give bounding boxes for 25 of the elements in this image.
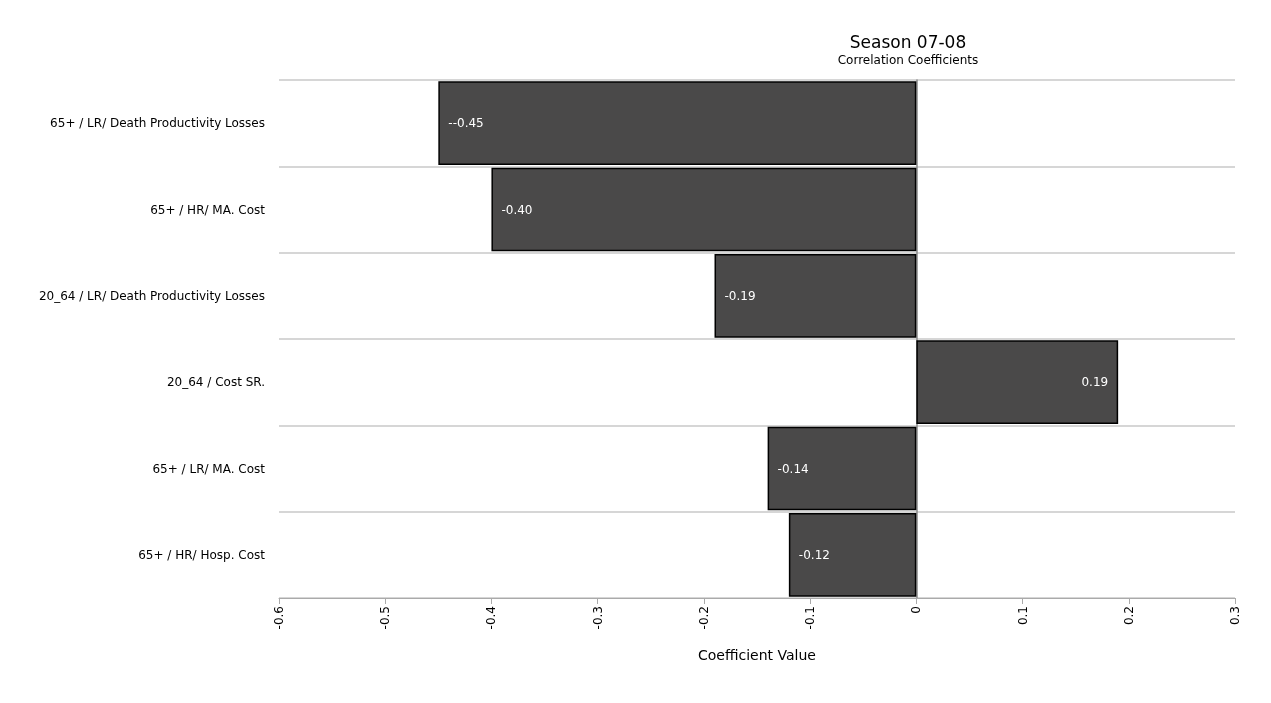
chart-subtitle: Correlation Coefficients <box>837 53 979 67</box>
x-tick-label: -0.5 <box>378 606 393 630</box>
y-tick-label: 65+ / HR/ Hosp. Cost <box>138 547 266 562</box>
data-label: -0.40 <box>501 202 533 217</box>
x-tick-label: 0.2 <box>1121 606 1136 626</box>
chart-title: Season 07-08 <box>849 31 967 52</box>
x-tick-label: 0 <box>909 606 924 614</box>
data-label: -0.19 <box>724 288 756 303</box>
x-tick-label: -0.4 <box>484 606 499 630</box>
y-tick-label: 65+ / HR/ MA. Cost <box>150 202 266 217</box>
x-axis-title: Coefficient Value <box>698 647 816 663</box>
x-tick-label: -0.3 <box>590 606 605 630</box>
y-tick-label: 65+ / LR/ MA. Cost <box>152 461 266 476</box>
y-tick-label: 20_64 / Cost SR. <box>166 375 265 390</box>
data-label: --0.45 <box>448 116 484 131</box>
data-label: -0.14 <box>777 461 809 476</box>
x-tick-label: -0.6 <box>272 606 286 630</box>
x-tick-label: 0.1 <box>1015 606 1030 626</box>
x-tick-label: 0.3 <box>1228 606 1242 626</box>
y-tick-label: 20_64 / LR/ Death Productivity Losses <box>38 288 265 303</box>
data-label: -0.12 <box>798 547 830 562</box>
data-label: 0.19 <box>1081 375 1109 390</box>
x-tick-label: -0.1 <box>803 606 818 630</box>
y-tick-label: 65+ / LR/ Death Productivity Losses <box>50 116 265 131</box>
x-tick-label: -0.2 <box>696 606 711 630</box>
